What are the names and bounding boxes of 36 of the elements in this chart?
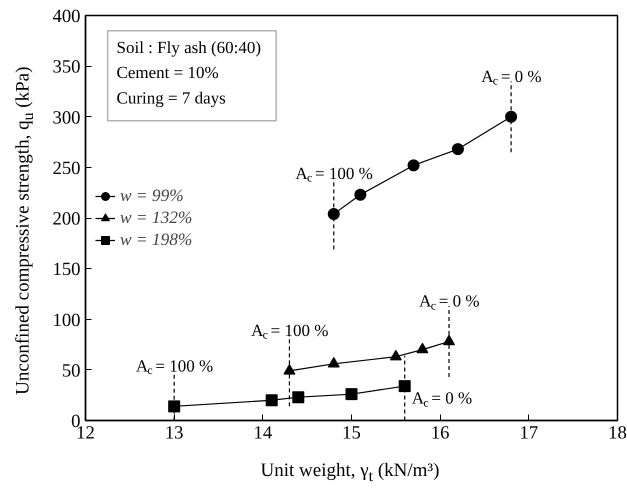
- legend-label: w = 198%: [120, 230, 192, 250]
- y-tick-label: 300: [52, 107, 80, 128]
- point: [328, 356, 340, 368]
- y-tick-label: 350: [52, 56, 80, 78]
- point: [452, 143, 464, 156]
- x-tick-label: 16: [430, 422, 450, 444]
- y-tick-label: 100: [52, 310, 80, 331]
- annotation: Cement = 10%: [116, 63, 219, 82]
- x-axis-title: Unit weight, γ$_{t}$ (kN/m³): [260, 459, 440, 487]
- y-tick-label: 150: [52, 259, 80, 280]
- point: [398, 380, 411, 392]
- x-tick-label: 15: [342, 422, 361, 444]
- point: [292, 391, 304, 404]
- point: [266, 394, 278, 406]
- y-tick-label: 200: [52, 208, 80, 230]
- point: [346, 388, 358, 400]
- y-tick-label: 50: [62, 360, 80, 382]
- point: [390, 350, 402, 360]
- point: [408, 159, 420, 172]
- annotation: Curing = 7 days: [116, 88, 226, 108]
- x-tick-label: 13: [164, 422, 184, 444]
- point: [416, 342, 428, 354]
- x-tick-label: 17: [520, 422, 538, 444]
- x-tick-label: 14: [254, 422, 273, 444]
- legend-label: w = 99%: [120, 186, 184, 206]
- point: [505, 110, 518, 123]
- x-tick-label: 18: [608, 422, 627, 444]
- legend-label: w = 132%: [120, 208, 192, 228]
- point: [354, 188, 366, 201]
- point: [443, 334, 456, 346]
- point: [283, 364, 296, 375]
- y-tick-label: 400: [52, 6, 80, 27]
- point: [328, 208, 340, 220]
- y-tick-label: 250: [52, 158, 80, 179]
- point: [168, 400, 180, 412]
- annotation: Soil : Fly ash (60:40): [116, 38, 262, 57]
